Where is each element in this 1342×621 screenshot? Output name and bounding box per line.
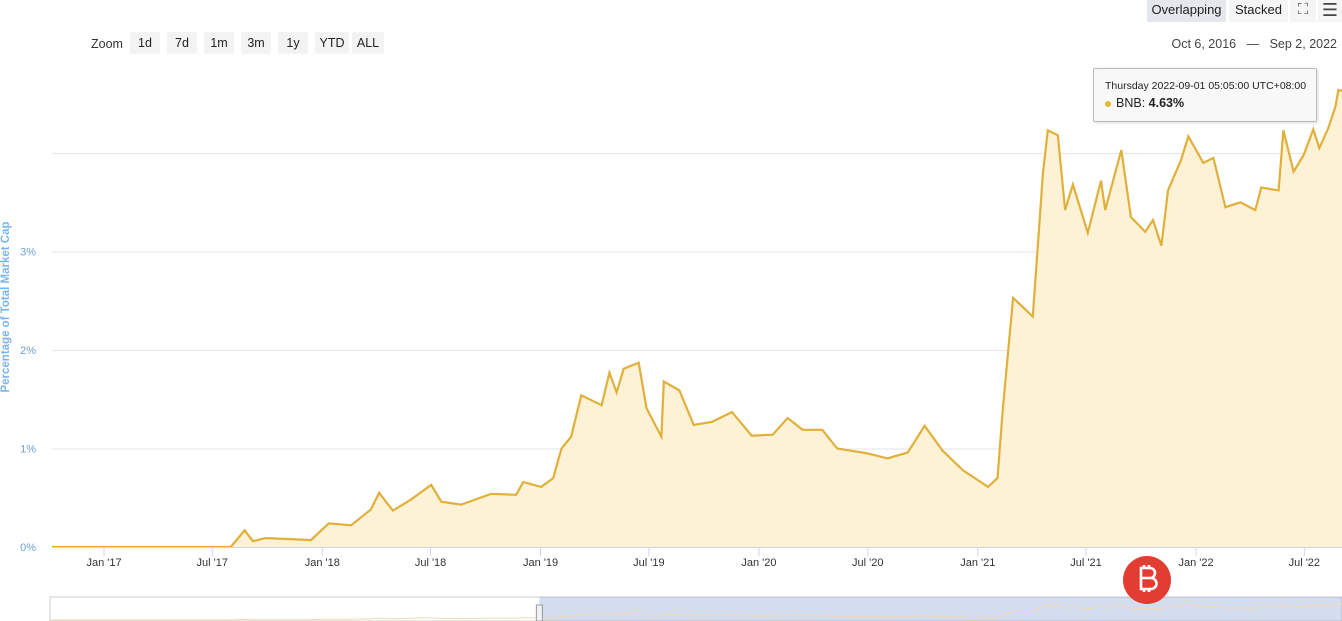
navigator-background [49, 596, 1342, 621]
tooltip-value: 4.63% [1148, 96, 1185, 110]
series-dot-icon [1105, 100, 1111, 107]
x-tick-label: Jul '20 [852, 557, 883, 569]
x-tick-label: Jan '22 [1179, 557, 1214, 569]
x-tick-label: Jul '22 [1289, 557, 1320, 569]
tooltip-series: BNB: [1116, 96, 1146, 110]
zoom-button-ytd[interactable]: YTD [315, 32, 349, 54]
x-tick-label: Jul '18 [415, 557, 446, 569]
navigator-handle[interactable] [535, 604, 543, 621]
zoom-button-1d[interactable]: 1d [130, 32, 160, 54]
x-tick-label: Jan '17 [86, 557, 121, 569]
zoom-button-7d[interactable]: 7d [167, 32, 197, 54]
navigator-selected-range[interactable] [539, 597, 1342, 621]
range-to[interactable]: Sep 2, 2022 [1269, 37, 1337, 51]
x-axis: Jan '17 Jul '17 Jan '18 Jul '18 Jan '19 Jul '… [86, 548, 1320, 569]
date-range: Oct 6, 2016 — Sep 2, 2022 [1171, 33, 1337, 55]
range-separator: — [1246, 37, 1260, 51]
bnb-line [52, 88, 1342, 549]
zoom-button-1y[interactable]: 1y [278, 32, 308, 54]
hamburger-menu-icon: ☰ [1321, 0, 1339, 20]
range-from[interactable]: Oct 6, 2016 [1171, 37, 1237, 51]
y-tick-label: 0% [20, 542, 36, 554]
bnb-area [52, 90, 1342, 547]
tooltip: Thursday 2022-09-01 05:05:00 UTC+08:00 B… [1093, 68, 1317, 122]
zoom-button-all[interactable]: ALL [352, 32, 384, 54]
mode-button-overlapping[interactable]: Overlapping [1147, 0, 1226, 22]
x-tick-label: Jan '18 [305, 557, 340, 569]
x-tick-label: Jan '20 [741, 557, 776, 569]
mode-button-stacked[interactable]: Stacked [1229, 0, 1288, 22]
menu-button[interactable]: ☰ [1318, 0, 1342, 22]
navigator-series [50, 603, 1342, 621]
y-axis: 0% 1% 2% 3% [20, 247, 36, 555]
x-tick-label: Jul '21 [1070, 557, 1101, 569]
x-tick-label: Jan '19 [523, 557, 558, 569]
fullscreen-icon: ⛶ [1297, 1, 1309, 18]
tooltip-title: Thursday 2022-09-01 05:05:00 UTC+08:00 [1105, 80, 1307, 92]
zoom-label: Zoom [91, 37, 123, 51]
y-tick-label: 2% [20, 345, 36, 357]
x-tick-label: Jul '17 [197, 557, 228, 569]
navigator[interactable] [49, 596, 1342, 621]
y-axis-title: Percentage of Total Market Cap [0, 221, 12, 392]
fullscreen-button[interactable]: ⛶ [1290, 0, 1316, 22]
x-tick-label: Jul '19 [633, 557, 664, 569]
y-tick-label: 1% [20, 444, 36, 456]
watermark-logo [1123, 556, 1171, 604]
zoom-button-3m[interactable]: 3m [241, 32, 271, 54]
zoom-button-1m[interactable]: 1m [204, 32, 234, 54]
y-tick-label: 3% [20, 247, 36, 259]
x-tick-label: Jan '21 [960, 557, 995, 569]
